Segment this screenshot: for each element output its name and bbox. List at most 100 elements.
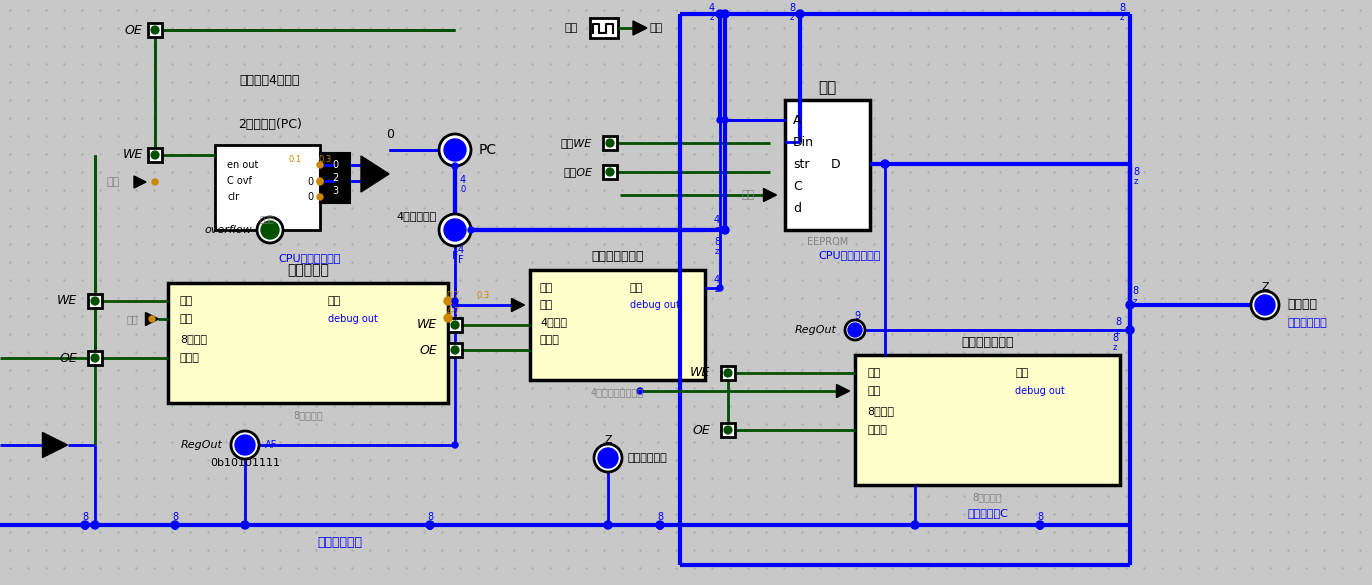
Circle shape: [257, 217, 283, 243]
Text: z: z: [1133, 297, 1137, 305]
Text: 9: 9: [853, 311, 860, 321]
Circle shape: [718, 117, 723, 123]
Circle shape: [451, 302, 458, 308]
Text: PC: PC: [479, 143, 497, 157]
Text: Din: Din: [793, 136, 814, 149]
Text: 输出: 输出: [1015, 368, 1028, 378]
Circle shape: [317, 179, 322, 185]
Text: z: z: [1037, 522, 1043, 532]
FancyBboxPatch shape: [855, 355, 1120, 485]
Text: 可输出: 可输出: [541, 335, 560, 345]
Circle shape: [445, 139, 466, 161]
Text: 外部数据总线: 外部数据总线: [1287, 318, 1327, 328]
Text: z: z: [715, 225, 719, 235]
Text: 0: 0: [307, 177, 313, 187]
Circle shape: [716, 10, 724, 18]
Text: 8: 8: [1132, 286, 1137, 296]
Text: F: F: [451, 251, 458, 261]
Text: 8位输入: 8位输入: [180, 334, 207, 344]
Circle shape: [91, 521, 99, 529]
FancyBboxPatch shape: [449, 318, 462, 332]
Circle shape: [151, 26, 159, 34]
Text: 8: 8: [82, 512, 88, 522]
Text: 内存: 内存: [818, 81, 837, 95]
Text: 4: 4: [713, 275, 720, 285]
Text: debug out: debug out: [328, 314, 377, 324]
Text: 输出: 输出: [630, 283, 643, 293]
Text: 8: 8: [172, 512, 178, 522]
Text: 内存缓存寄存器: 内存缓存寄存器: [962, 336, 1014, 349]
Circle shape: [656, 521, 664, 529]
Text: 0.1: 0.1: [288, 154, 302, 163]
Text: 2位计数器(PC): 2位计数器(PC): [239, 119, 302, 132]
Circle shape: [606, 139, 613, 147]
FancyBboxPatch shape: [320, 153, 350, 203]
Text: WE: WE: [123, 149, 143, 161]
Circle shape: [451, 321, 458, 329]
Circle shape: [439, 214, 471, 246]
Circle shape: [881, 160, 889, 168]
Text: C ovf: C ovf: [226, 176, 252, 186]
Circle shape: [598, 448, 617, 468]
Circle shape: [152, 179, 158, 185]
Text: 8: 8: [1133, 167, 1139, 177]
Text: clr: clr: [226, 192, 239, 202]
Text: 0.3: 0.3: [318, 154, 332, 163]
FancyBboxPatch shape: [88, 294, 102, 308]
Circle shape: [317, 162, 322, 168]
Text: 输出: 输出: [328, 296, 342, 306]
FancyBboxPatch shape: [449, 343, 462, 357]
Text: 8: 8: [789, 3, 794, 13]
Circle shape: [425, 521, 434, 529]
Text: A: A: [793, 113, 801, 126]
Text: z: z: [709, 13, 715, 22]
Circle shape: [1251, 291, 1279, 319]
Text: debug out: debug out: [630, 300, 681, 310]
Circle shape: [261, 221, 279, 239]
Circle shape: [604, 521, 612, 529]
Circle shape: [317, 178, 322, 184]
Text: 指令寄存器: 指令寄存器: [287, 263, 329, 277]
Circle shape: [445, 219, 466, 241]
Circle shape: [718, 285, 723, 291]
Text: WE: WE: [417, 318, 438, 332]
Text: OE: OE: [420, 343, 438, 356]
Circle shape: [151, 151, 159, 159]
Text: 时钟: 时钟: [126, 314, 139, 324]
FancyBboxPatch shape: [722, 366, 735, 380]
Circle shape: [150, 316, 155, 322]
Circle shape: [468, 227, 473, 233]
Circle shape: [1126, 326, 1135, 334]
Circle shape: [911, 521, 919, 529]
Text: OE: OE: [123, 23, 141, 36]
Text: 8: 8: [1120, 3, 1125, 13]
Text: d: d: [793, 201, 801, 215]
Text: 时钟: 时钟: [742, 190, 755, 200]
Text: 0: 0: [386, 129, 394, 142]
Text: 0: 0: [307, 192, 313, 202]
Circle shape: [445, 297, 451, 305]
Circle shape: [451, 442, 458, 448]
Circle shape: [451, 346, 458, 354]
Text: 4: 4: [709, 3, 715, 13]
Text: 可写: 可写: [180, 296, 193, 306]
Circle shape: [1036, 521, 1044, 529]
Text: 时钟: 时钟: [650, 23, 663, 33]
Circle shape: [91, 297, 99, 305]
Circle shape: [451, 163, 458, 169]
Text: 对应寻址4条指令: 对应寻址4条指令: [240, 74, 300, 87]
Text: EEPROM: EEPROM: [807, 237, 848, 247]
Circle shape: [451, 298, 458, 304]
Text: z: z: [715, 285, 719, 294]
FancyBboxPatch shape: [722, 423, 735, 437]
Text: 8: 8: [1115, 317, 1121, 327]
Polygon shape: [43, 432, 67, 457]
Text: 4: 4: [713, 215, 720, 225]
FancyBboxPatch shape: [148, 148, 162, 162]
Text: AF: AF: [265, 440, 277, 450]
Text: 内部数据总线: 内部数据总线: [317, 536, 362, 549]
Text: 8: 8: [427, 512, 434, 522]
Text: 0: 0: [332, 160, 338, 170]
Text: debug out: debug out: [1015, 386, 1065, 396]
Text: 4位输入: 4位输入: [541, 317, 567, 327]
